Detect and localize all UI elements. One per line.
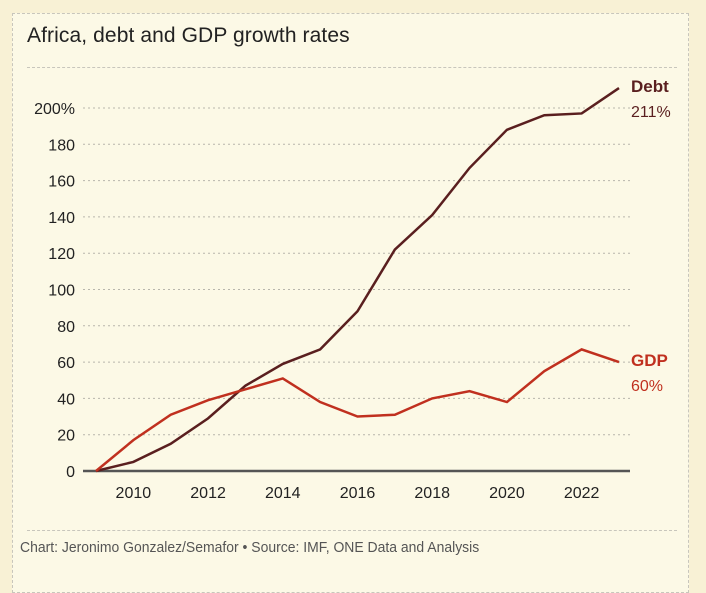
y-tick-label: 160 — [48, 174, 75, 191]
chart-source: Chart: Jeronimo Gonzalez/Semafor • Sourc… — [20, 539, 480, 556]
series-label-debt: Debt — [631, 77, 669, 96]
y-tick-label: 180 — [48, 137, 75, 154]
x-tick-label: 2022 — [564, 485, 600, 502]
x-tick-label: 2016 — [340, 485, 376, 502]
y-axis-ticks: 0 20 40 60 80 100 120 140 160 180 200% — [34, 101, 75, 481]
y-tick-label: 200% — [34, 101, 75, 118]
series-value-gdp: 60% — [631, 378, 663, 395]
chart-title: Africa, debt and GDP growth rates — [27, 24, 350, 47]
footer-divider — [27, 530, 677, 531]
y-tick-label: 80 — [57, 319, 75, 336]
x-axis-ticks: 2010 2012 2014 2016 2018 2020 2022 — [116, 485, 600, 502]
series-line-debt — [95, 87, 620, 473]
y-tick-label: 0 — [66, 464, 75, 481]
x-tick-label: 2018 — [414, 485, 450, 502]
y-tick-label: 40 — [57, 391, 75, 408]
y-tick-label: 140 — [48, 210, 75, 227]
gridlines — [83, 107, 630, 436]
x-tick-label: 2014 — [265, 485, 301, 502]
x-tick-label: 2020 — [489, 485, 525, 502]
x-tick-label: 2010 — [116, 485, 152, 502]
series-end-labels: Debt 211% GDP 60% — [631, 77, 671, 395]
series-line-gdp — [95, 348, 620, 472]
series-label-gdp: GDP — [631, 351, 668, 370]
series-value-debt: 211% — [631, 104, 671, 121]
y-tick-label: 120 — [48, 246, 75, 263]
x-tick-label: 2012 — [190, 485, 226, 502]
y-tick-label: 100 — [48, 283, 75, 300]
y-tick-label: 20 — [57, 428, 75, 445]
series-lines — [95, 87, 620, 473]
y-tick-label: 60 — [57, 355, 75, 372]
chart-panel — [12, 13, 689, 593]
title-divider — [27, 67, 677, 68]
